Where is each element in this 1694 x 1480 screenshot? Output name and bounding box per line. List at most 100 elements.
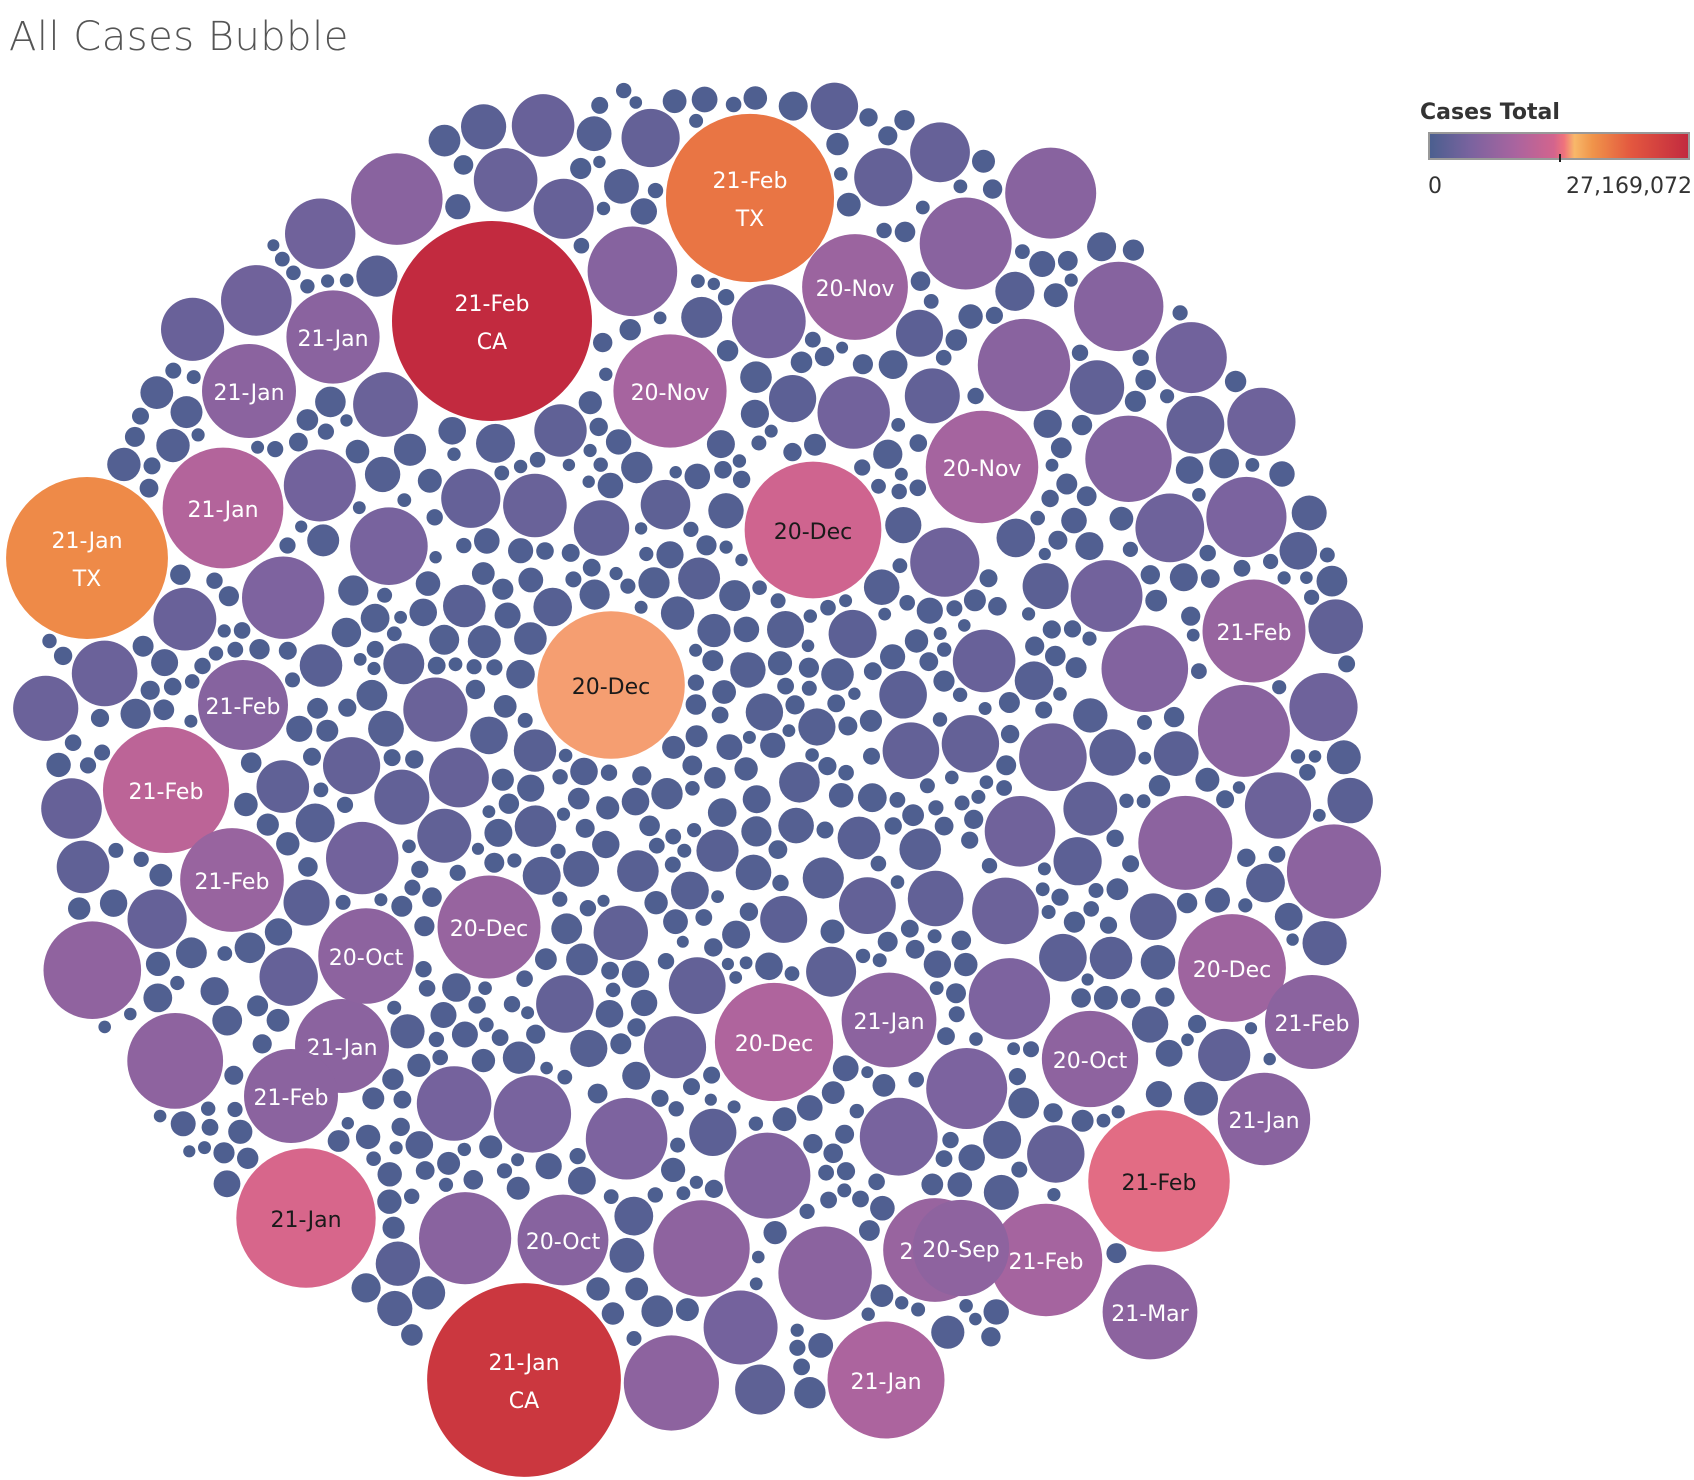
bubble[interactable] [899, 595, 915, 611]
bubble[interactable] [1319, 547, 1335, 563]
bubble[interactable] [393, 1090, 412, 1109]
bubble[interactable] [1244, 772, 1312, 839]
bubble[interactable] [622, 1061, 651, 1090]
bubble[interactable] [1304, 589, 1320, 605]
bubble[interactable] [597, 894, 610, 907]
bubble[interactable] [703, 1290, 778, 1365]
bubble[interactable] [194, 657, 211, 675]
bubble[interactable] [621, 108, 680, 168]
bubble[interactable] [909, 434, 928, 452]
bubble[interactable] [127, 889, 187, 949]
bubble[interactable] [1192, 488, 1206, 502]
bubble[interactable] [285, 672, 300, 688]
bubble[interactable] [569, 1148, 586, 1165]
bubble[interactable] [1238, 898, 1253, 913]
bubble[interactable] [712, 680, 736, 704]
bubble[interactable] [634, 600, 648, 614]
bubble[interactable] [677, 843, 692, 858]
bubble[interactable] [1063, 911, 1085, 933]
bubble[interactable] [224, 1065, 244, 1085]
bubble[interactable] [394, 610, 407, 624]
bubble[interactable] [575, 818, 595, 838]
bubble[interactable] [1138, 751, 1152, 765]
bubble[interactable] [772, 874, 789, 892]
bubble[interactable] [691, 86, 718, 113]
bubble[interactable] [664, 856, 681, 873]
bubble[interactable] [1216, 790, 1235, 809]
bubble-20-oct[interactable]: 20-Oct [318, 908, 414, 1004]
bubble-21-feb[interactable]: 21-Feb [244, 1049, 338, 1143]
bubble[interactable] [1075, 532, 1104, 561]
bubble[interactable] [1155, 1039, 1183, 1067]
bubble[interactable] [1111, 1105, 1125, 1119]
bubble[interactable] [536, 542, 554, 560]
bubble[interactable] [778, 807, 814, 844]
bubble[interactable] [721, 957, 735, 971]
bubble[interactable] [978, 702, 992, 715]
bubble[interactable] [778, 91, 808, 121]
bubble[interactable] [683, 1078, 700, 1096]
bubble[interactable] [948, 1006, 965, 1023]
bubble[interactable] [352, 501, 366, 515]
bubble[interactable] [1041, 489, 1059, 508]
bubble[interactable] [616, 82, 632, 99]
bubble[interactable] [516, 970, 533, 987]
bubble[interactable] [252, 1034, 272, 1054]
bubble[interactable] [772, 1107, 797, 1132]
bubble[interactable] [752, 1250, 765, 1264]
bubble[interactable] [605, 429, 632, 455]
bubble[interactable] [820, 1191, 837, 1209]
bubble[interactable] [1206, 476, 1287, 558]
bubble[interactable] [818, 1164, 834, 1181]
bubble[interactable] [165, 362, 182, 379]
bubble[interactable] [582, 558, 601, 577]
bubble[interactable] [491, 1029, 509, 1046]
bubble[interactable] [264, 918, 293, 946]
bubble[interactable] [730, 652, 766, 688]
bubble[interactable] [1025, 636, 1045, 656]
bubble[interactable] [409, 598, 438, 627]
bubble[interactable] [441, 468, 501, 528]
bubble[interactable] [479, 1135, 503, 1159]
bubble[interactable] [859, 108, 878, 127]
bubble[interactable] [1135, 369, 1156, 391]
bubble[interactable] [491, 768, 514, 791]
bubble[interactable] [316, 719, 339, 742]
bubble[interactable] [412, 1276, 446, 1310]
bubble[interactable] [706, 430, 735, 459]
bubble[interactable] [217, 946, 233, 961]
bubble[interactable] [68, 897, 91, 920]
bubble[interactable] [279, 537, 296, 554]
bubble[interactable] [419, 1192, 512, 1285]
bubble[interactable] [839, 877, 896, 934]
bubble[interactable] [1175, 456, 1204, 484]
bubble[interactable] [494, 602, 521, 629]
bubble[interactable] [678, 557, 721, 600]
bubble[interactable] [478, 1017, 494, 1033]
bubble[interactable] [894, 467, 908, 481]
bubble[interactable] [295, 803, 335, 843]
bubble[interactable] [725, 96, 742, 113]
bubble-21-feb[interactable]: 21-Feb [180, 828, 284, 932]
bubble[interactable] [798, 708, 836, 746]
bubble[interactable] [558, 748, 573, 763]
bubble[interactable] [220, 265, 292, 336]
bubble[interactable] [751, 435, 767, 451]
bubble[interactable] [206, 572, 223, 589]
bubble[interactable] [870, 855, 887, 872]
bubble[interactable] [685, 694, 707, 715]
bubble[interactable] [964, 809, 984, 830]
bubble[interactable] [1145, 589, 1168, 612]
bubble[interactable] [465, 679, 486, 700]
bubble[interactable] [926, 1048, 1008, 1129]
bubble[interactable] [685, 725, 708, 748]
bubble[interactable] [662, 735, 686, 759]
bubble[interactable] [200, 977, 229, 1006]
bubble[interactable] [823, 1143, 843, 1164]
bubble[interactable] [1191, 663, 1207, 680]
bubble[interactable] [198, 1141, 211, 1155]
bubble[interactable] [1153, 731, 1199, 776]
bubble[interactable] [1008, 1068, 1026, 1086]
bubble[interactable] [56, 840, 110, 894]
bubble[interactable] [1063, 781, 1118, 836]
